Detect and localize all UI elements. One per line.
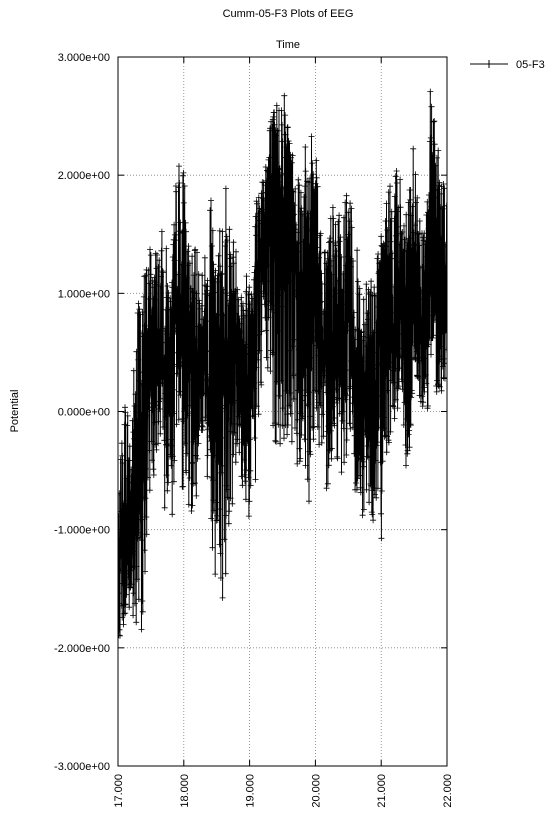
y-axis-label: Potential [9,390,21,433]
x-tick-label: 22.000 [442,774,454,808]
series-line-05-f3 [118,91,447,636]
y-tick-label: -3.000e+00 [54,761,110,773]
x-tick-label: 18.000 [179,774,191,808]
x-tick-label: 20.000 [310,774,322,808]
y-tick-label: 3.000e+00 [58,52,110,64]
x-tick-label: 21.000 [376,774,388,808]
y-tick-label: 2.000e+00 [58,170,110,182]
plot-data-group [118,88,447,639]
x-tick-label: 19.000 [245,774,257,808]
chart-title: Cumm-05-F3 Plots of EEG [223,8,354,20]
y-tick-label: -2.000e+00 [54,643,110,655]
y-axis: -3.000e+00 -2.000e+00 -1.000e+00 0.000e+00 1… [54,52,447,773]
x-axis: 17.000 18.000 19.000 20.000 21.000 22.000 [113,57,454,808]
y-tick-label: 0.000e+00 [58,407,110,419]
chart-subtitle: Time [276,39,300,51]
y-tick-label: 1.000e+00 [58,288,110,300]
legend-label-05-f3: 05-F3 [516,59,545,71]
x-tick-label: 17.000 [113,774,125,808]
legend-marker-05-f3 [485,60,493,68]
legend: 05-F3 [470,59,545,71]
series-markers-05-f3 [118,88,447,639]
y-tick-label: -1.000e+00 [54,525,110,537]
